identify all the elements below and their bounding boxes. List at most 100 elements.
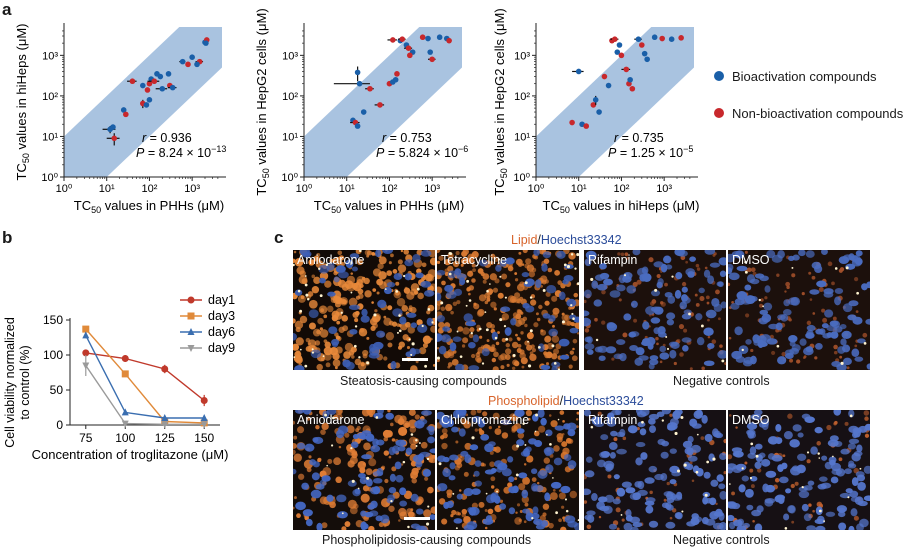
nucleus (468, 506, 480, 516)
x-tick-label: 10² (381, 183, 397, 195)
lipid-droplet (750, 348, 754, 353)
lipid-droplet (544, 336, 551, 343)
micrograph-rifampin-lipid (584, 250, 726, 370)
nucleus (671, 495, 683, 501)
legend-item-non-bioactivation: Non-bioactivation compounds (706, 99, 924, 127)
bright-speck (515, 473, 519, 477)
nucleus (327, 291, 336, 297)
nucleus (803, 513, 812, 522)
nucleus (683, 461, 691, 470)
lipid-droplet (564, 319, 571, 326)
lipid-droplet (618, 298, 622, 302)
lipid-droplet (529, 351, 534, 356)
nucleus (556, 250, 566, 259)
bright-speck (427, 308, 431, 311)
lipid-droplet (759, 303, 764, 308)
scale-bar (404, 517, 430, 520)
nucleus (649, 425, 657, 433)
nucleus (814, 426, 823, 434)
lipid-droplet (356, 258, 363, 266)
nucleus (460, 450, 469, 457)
nucleus (296, 442, 306, 450)
lipid-droplet (497, 292, 504, 299)
series-line-day6 (85, 335, 205, 419)
lipid-droplet (681, 281, 687, 287)
lipid-droplet (293, 449, 296, 455)
data-point (146, 97, 153, 103)
lipid-droplet (316, 252, 321, 257)
nucleus (463, 313, 473, 323)
lipid-droplet (417, 292, 424, 300)
bright-speck (577, 519, 579, 522)
lipid-droplet (650, 301, 655, 306)
bright-speck (671, 275, 674, 278)
bright-speck (696, 433, 699, 436)
nucleus (584, 289, 592, 299)
lipid-droplet (442, 432, 448, 439)
nucleus (830, 331, 839, 339)
lipid-droplet (522, 476, 530, 485)
lipid-droplet (511, 341, 519, 349)
lipid-droplet (744, 250, 748, 254)
lipid-droplet (863, 410, 870, 416)
bright-speck (620, 514, 623, 516)
lipid-droplet (411, 477, 417, 484)
label-rest: values in HepG2 cells (μM) (254, 8, 269, 168)
stain-lipid-label: Lipid (511, 233, 538, 247)
lipid-droplet (359, 283, 364, 289)
bright-speck (741, 348, 744, 352)
lipid-droplet (452, 260, 460, 268)
legend-label: Non-bioactivation compounds (732, 105, 904, 121)
nucleus (806, 525, 816, 530)
lipid-droplet (774, 477, 780, 483)
lipid-droplet (455, 250, 460, 256)
nucleus (821, 455, 828, 461)
lipid-droplet (430, 325, 435, 333)
nucleus (805, 346, 814, 353)
p-number: 5.824 × 10 (399, 146, 458, 160)
nucleus (719, 521, 726, 530)
lipid-droplet (615, 507, 621, 513)
nucleus (857, 481, 866, 491)
lipid-droplet (462, 327, 470, 335)
x-axis-label: TC50 values in PHHs (μM) (314, 198, 464, 215)
lipid-droplet (808, 271, 812, 275)
lipid-droplet (344, 342, 354, 352)
nucleus (596, 501, 605, 510)
nucleus (360, 521, 368, 530)
nucleus (599, 263, 607, 270)
nucleus (406, 312, 417, 318)
nucleus (585, 456, 593, 463)
lipid-droplet (426, 310, 431, 315)
nucleus (319, 277, 326, 284)
lipid-droplet (695, 302, 700, 307)
bright-speck (758, 298, 761, 302)
lipid-droplet (791, 273, 796, 278)
lipid-droplet (728, 336, 732, 340)
data-point (592, 97, 599, 103)
stain-slash: / (559, 394, 564, 408)
bright-speck (418, 442, 421, 445)
lipid-droplet (293, 343, 300, 351)
nucleus (429, 448, 435, 454)
lipid-droplet (490, 301, 497, 308)
x-tick-label: 10⁰ (56, 183, 73, 195)
lipid-droplet (482, 411, 488, 417)
nucleus (395, 474, 404, 483)
nucleus (684, 447, 693, 455)
lipid-droplet (689, 461, 693, 465)
lipid-droplet (361, 410, 371, 417)
bright-speck (402, 460, 406, 464)
nucleus (422, 469, 432, 477)
lipid-droplet (542, 512, 547, 517)
data-point (377, 102, 383, 108)
bright-speck (390, 500, 393, 503)
bright-speck (357, 487, 360, 490)
lipid-droplet (403, 420, 411, 429)
nucleus (716, 474, 724, 482)
lipid-droplet (501, 337, 507, 343)
data-point (110, 124, 116, 130)
lipid-droplet (406, 345, 411, 350)
lipid-droplet (390, 422, 394, 427)
label-rest: values in hiHeps (μM) (570, 198, 700, 213)
